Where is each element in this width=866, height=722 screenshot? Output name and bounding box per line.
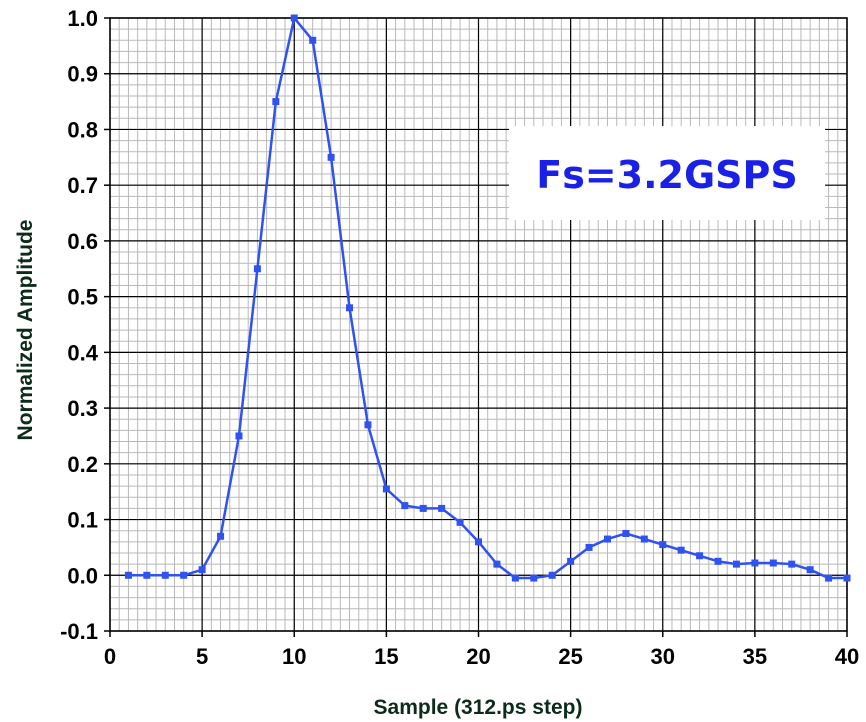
x-tick-label: 10 — [282, 644, 306, 669]
data-point — [438, 504, 446, 512]
series-layer — [124, 14, 851, 582]
data-point — [272, 98, 280, 106]
data-point — [769, 559, 777, 567]
data-point — [751, 559, 759, 567]
y-tick-label: 0.4 — [67, 340, 98, 365]
x-tick-label: 5 — [196, 644, 208, 669]
series-line — [128, 16, 847, 580]
data-point — [382, 485, 390, 493]
data-point — [346, 304, 354, 312]
y-axis: -0.1 0.0 0.1 0.2 0.3 0.4 0.5 0.6 0.7 0.8 0.9 1.0 — [60, 6, 110, 644]
data-point — [567, 557, 575, 565]
data-point — [161, 571, 169, 579]
data-point — [180, 571, 188, 579]
data-point — [309, 36, 317, 44]
y-tick-label: 0.9 — [67, 62, 98, 87]
data-point — [217, 532, 225, 540]
y-tick-label: 0.1 — [67, 508, 98, 533]
x-tick-label: 30 — [651, 644, 675, 669]
y-tick-label: 0.0 — [67, 563, 98, 588]
data-point — [235, 432, 243, 440]
data-point — [456, 518, 464, 526]
x-tick-label: 0 — [104, 644, 116, 669]
data-point — [530, 574, 538, 582]
x-tick-label: 35 — [743, 644, 767, 669]
data-point — [696, 552, 704, 560]
data-point — [714, 557, 722, 565]
y-tick-label: 0.3 — [67, 396, 98, 421]
data-point — [640, 535, 648, 543]
data-point — [143, 571, 151, 579]
data-point — [419, 504, 427, 512]
x-axis: 0 5 10 15 20 25 30 35 40 — [104, 631, 859, 669]
data-point — [677, 546, 685, 554]
y-tick-label: 0.7 — [67, 173, 98, 198]
data-point — [788, 560, 796, 568]
data-point — [327, 153, 335, 161]
data-point — [806, 566, 814, 574]
data-point — [290, 14, 298, 22]
x-tick-label: 15 — [374, 644, 398, 669]
y-tick-label: 0.6 — [67, 229, 98, 254]
y-tick-label: -0.1 — [60, 619, 98, 644]
data-point — [603, 535, 611, 543]
y-tick-label: 1.0 — [67, 6, 98, 31]
annotation-label: Fs=3.2GSPS — [536, 153, 798, 197]
x-tick-label: 20 — [466, 644, 490, 669]
data-point — [548, 571, 556, 579]
x-tick-label: 25 — [558, 644, 582, 669]
data-point — [732, 560, 740, 568]
data-point — [622, 529, 630, 537]
data-point — [843, 574, 851, 582]
annotation-box — [509, 126, 825, 220]
data-point — [659, 541, 667, 549]
data-point — [493, 560, 501, 568]
data-point — [124, 571, 132, 579]
data-point — [511, 574, 519, 582]
y-axis-label: Normalized Amplitude — [14, 220, 37, 441]
data-point — [401, 502, 409, 510]
data-point — [198, 566, 206, 574]
data-point — [825, 574, 833, 582]
data-point — [253, 265, 261, 273]
x-axis-label: Sample (312.ps step) — [374, 696, 583, 719]
y-tick-label: 0.2 — [67, 452, 98, 477]
data-point — [585, 543, 593, 551]
x-tick-label: 40 — [835, 644, 859, 669]
y-tick-label: 0.5 — [67, 285, 98, 310]
y-tick-label: 0.8 — [67, 117, 98, 142]
data-point — [475, 538, 482, 546]
data-point — [364, 421, 372, 429]
